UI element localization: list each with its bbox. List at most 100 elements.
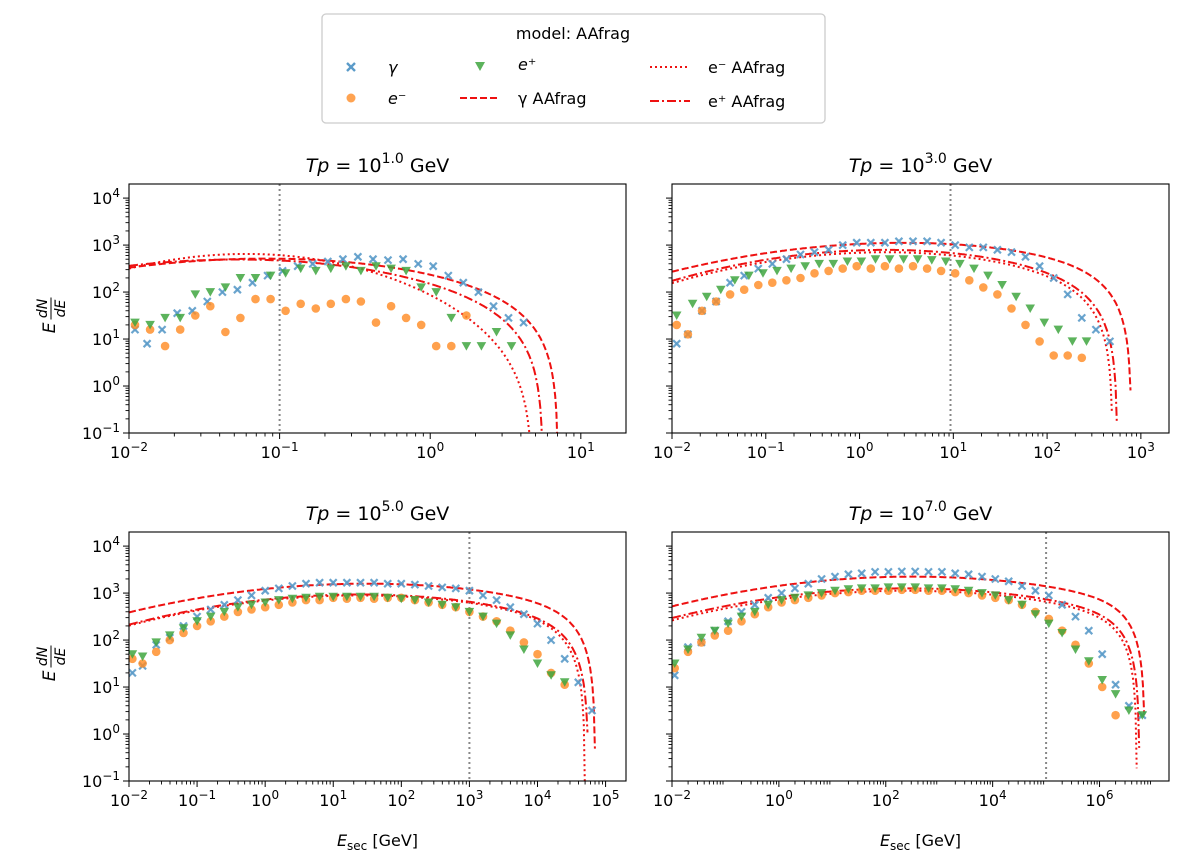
eplus-model-curve <box>129 258 543 433</box>
x-tick-label: 104 <box>979 788 1007 810</box>
gamma-point <box>323 257 333 266</box>
title-exp: 3.0 <box>925 151 947 167</box>
y-tick-label-exp: −1 <box>102 421 120 435</box>
eplus-point <box>736 612 747 622</box>
gamma-point <box>398 254 408 264</box>
gamma-point <box>504 313 513 323</box>
eplus-point <box>1039 318 1050 328</box>
eplus-point <box>687 299 698 309</box>
eplus-point <box>990 591 1001 600</box>
legend-eminus-model-label: e⁻ AAfrag <box>708 58 785 77</box>
eplus-point <box>683 645 693 654</box>
gamma-point <box>478 591 488 600</box>
x-tick-label-base: 10 <box>747 443 767 462</box>
x-tick-label-base: 10 <box>251 791 271 810</box>
eplus-point <box>701 292 712 302</box>
gamma-x-stroke <box>444 271 453 280</box>
gamma-point <box>1044 591 1054 600</box>
gamma-x-stroke <box>233 595 243 605</box>
title-exp: 7.0 <box>925 499 947 515</box>
gamma-x-stroke <box>519 609 529 619</box>
gamma-point <box>338 254 348 264</box>
x-tick-label: 104 <box>523 788 551 810</box>
x-tick-label: 101 <box>319 788 347 810</box>
title-unit: GeV <box>947 503 992 525</box>
eplus-point <box>955 259 965 269</box>
eplus-point <box>1003 596 1014 605</box>
eplus-point <box>235 274 246 283</box>
axes-frame <box>671 531 1170 782</box>
x-tick-label-exp: −2 <box>673 788 691 802</box>
x-tick-label: 106 <box>1086 788 1114 810</box>
gamma-point <box>790 584 800 593</box>
eminus-point <box>220 612 229 621</box>
x-tick-label-exp: −2 <box>673 440 691 454</box>
title-var: Tp <box>849 503 873 525</box>
eminus-point <box>341 294 351 304</box>
gamma-x-stroke <box>1057 600 1067 610</box>
gamma-point <box>880 238 890 247</box>
gamma-point <box>574 678 583 687</box>
eminus-point <box>274 600 284 610</box>
y-tick-label: 10−1 <box>82 769 120 791</box>
gamma-x-stroke <box>369 578 379 587</box>
title-eq: = 10 <box>872 503 924 525</box>
y-tick-label: 104 <box>92 186 120 208</box>
plot-area <box>672 184 1132 433</box>
y-tick-label: 100 <box>92 722 120 744</box>
x-tick-label-exp: −1 <box>767 440 785 454</box>
gamma-x-stroke <box>1031 586 1040 595</box>
gamma-point <box>866 238 876 247</box>
eplus-point <box>1053 325 1064 335</box>
x-tick-label-base: 10 <box>261 443 281 462</box>
y-tick-label-base: 10 <box>92 377 112 396</box>
gamma-point <box>924 567 933 577</box>
title-unit: GeV <box>947 155 992 177</box>
gamma-point <box>768 259 777 269</box>
gamma-point <box>977 572 987 581</box>
gamma-x-stroke <box>1007 247 1016 257</box>
gamma-x-stroke <box>750 600 760 610</box>
eminus-point <box>371 318 381 327</box>
eplus-point <box>265 271 276 281</box>
gamma-x-stroke <box>1097 649 1107 659</box>
eminus-point <box>191 311 200 320</box>
gamma-x-stroke <box>459 278 468 287</box>
gamma-x-stroke <box>424 581 433 591</box>
x-tick-label: 10−2 <box>110 788 148 810</box>
eminus-point <box>129 654 137 664</box>
legend-entry-gamma: γ <box>346 58 399 77</box>
eplus-point <box>1137 711 1148 720</box>
y-tick-label: 102 <box>92 280 120 302</box>
x-tick-label-base: 10 <box>416 443 436 462</box>
eplus-point <box>431 288 441 297</box>
x-tick-label-exp: 2 <box>1053 440 1061 454</box>
eplus-point <box>897 583 907 592</box>
eminus-point <box>979 283 988 292</box>
x-tick-label: 103 <box>455 788 483 810</box>
gamma-point <box>1084 626 1094 635</box>
gamma-x-stroke <box>857 569 866 578</box>
gamma-x-stroke <box>587 706 597 715</box>
eplus-point <box>355 592 366 602</box>
gamma-point <box>424 581 433 591</box>
eplus-point <box>165 631 175 640</box>
gamma-x-stroke <box>474 287 483 297</box>
gamma-x-stroke <box>172 308 182 318</box>
eplus-point <box>1067 337 1078 346</box>
x-tick-label-base: 10 <box>455 791 475 810</box>
eplus-point <box>1044 619 1054 629</box>
gamma-point <box>810 247 819 257</box>
gamma-x-stroke <box>315 578 324 587</box>
eminus-point <box>1035 337 1044 346</box>
eplus-point <box>478 612 488 622</box>
eplus-point <box>437 600 447 610</box>
x-tick-label: 100 <box>251 788 279 810</box>
eplus-point <box>160 313 170 323</box>
gamma-point <box>437 583 447 592</box>
gamma-point <box>157 325 167 334</box>
gamma-x-stroke <box>1004 577 1013 586</box>
eplus-point <box>843 585 854 594</box>
